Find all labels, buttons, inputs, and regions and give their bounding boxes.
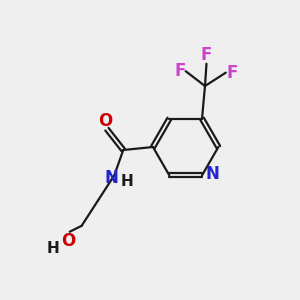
Text: F: F <box>175 62 186 80</box>
Text: F: F <box>201 46 212 64</box>
Text: O: O <box>98 112 112 130</box>
Text: H: H <box>47 241 60 256</box>
Text: N: N <box>104 169 118 187</box>
Text: H: H <box>120 174 133 189</box>
Text: O: O <box>61 232 75 250</box>
Text: N: N <box>206 165 220 183</box>
Text: F: F <box>226 64 237 82</box>
